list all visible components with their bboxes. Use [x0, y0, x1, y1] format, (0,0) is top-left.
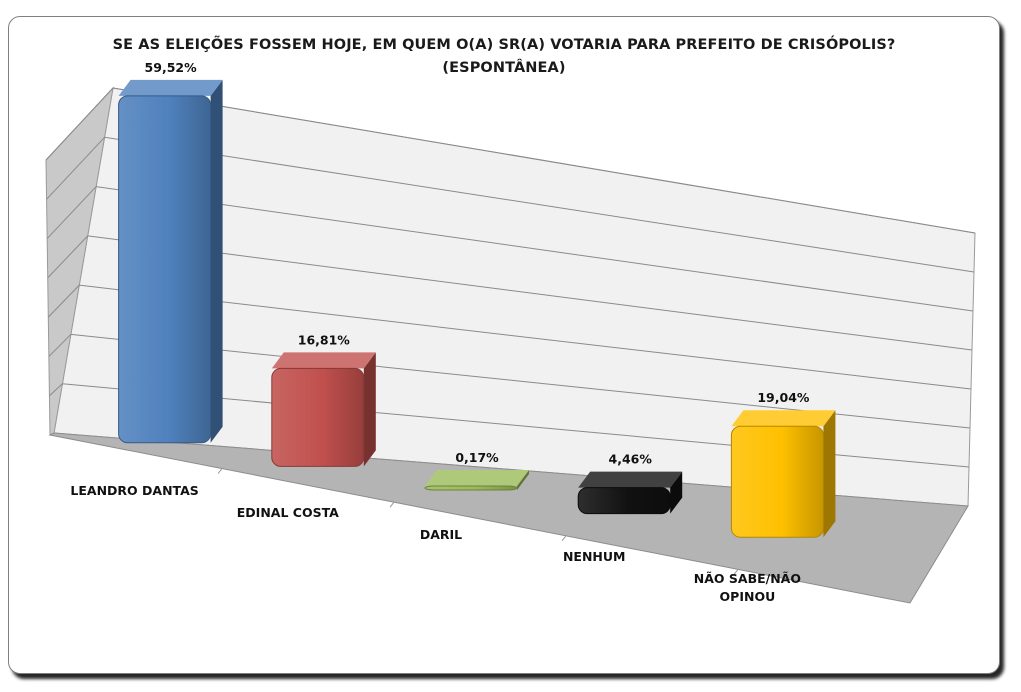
gridline [79, 284, 972, 390]
category-label: NÃO SABE/NÃO OPINOU [694, 571, 801, 604]
chart-title: SE AS ELEIÇÕES FOSSEM HOJE, EM QUEM O(A)… [112, 37, 896, 53]
bar-5 [730, 410, 836, 538]
category-label: NENHUM [563, 549, 626, 564]
data-label: 0,17% [455, 450, 499, 465]
gridline-side [48, 334, 72, 357]
bar-side [823, 410, 836, 538]
gridline-side [47, 235, 89, 279]
category-tick [561, 535, 567, 542]
data-label: 59,52% [145, 60, 198, 75]
bar-side [670, 471, 683, 514]
gridline [87, 235, 973, 351]
category-label: EDINAL COSTA [237, 505, 339, 520]
bar-top [118, 79, 223, 96]
bar-side [363, 352, 376, 467]
data-label: 4,46% [609, 452, 653, 467]
category-tick [389, 501, 395, 508]
data-label: 19,04% [757, 390, 810, 405]
bar-3 [424, 470, 529, 491]
gridline-side [49, 383, 63, 397]
category-label: LEANDRO DANTAS [70, 483, 198, 498]
category-tick [217, 468, 223, 474]
bar-1 [118, 79, 223, 444]
category-label: DARIL [420, 527, 462, 542]
data-label: 16,81% [298, 332, 351, 347]
bar-top [425, 470, 529, 486]
bar-front [577, 487, 671, 515]
bar-top [578, 471, 683, 488]
bar-front [118, 95, 212, 444]
bar-top [731, 410, 836, 427]
gridline-side [45, 87, 114, 161]
bar-side [210, 79, 223, 443]
gridline [96, 186, 974, 312]
category-tick [733, 569, 739, 575]
gridline-side [46, 136, 105, 200]
bar-2 [271, 352, 376, 467]
bar-top [271, 352, 376, 369]
bar-front [424, 485, 518, 491]
gridline [104, 136, 975, 273]
gridline-side [46, 186, 97, 239]
bar-4 [577, 471, 683, 515]
gridline-side [47, 284, 80, 318]
bar-side [517, 470, 529, 490]
bar-front [271, 367, 365, 467]
bar-front [730, 425, 824, 538]
chart-subtitle: (ESPONTÂNEA) [442, 60, 566, 76]
gridline [112, 87, 976, 234]
